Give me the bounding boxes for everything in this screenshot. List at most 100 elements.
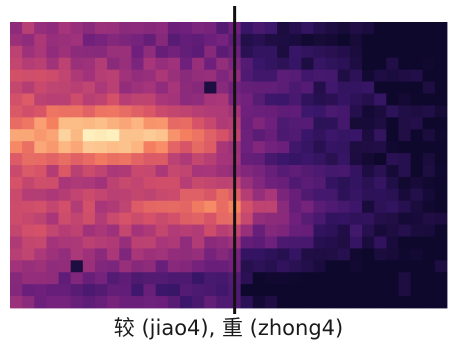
heatmap-cell (82, 272, 96, 285)
heatmap-cell (192, 176, 205, 190)
heatmap-cell (82, 224, 96, 237)
heatmap-cell (240, 200, 254, 214)
heatmap-cell (131, 69, 144, 82)
heatmap-cell (167, 260, 181, 273)
heatmap-cell (252, 57, 266, 71)
heatmap-cell (301, 284, 314, 297)
heatmap-cell (301, 165, 314, 178)
heatmap-cell (119, 45, 132, 59)
heatmap-cell (94, 296, 108, 309)
heatmap-cell (34, 260, 47, 273)
heatmap-cell (179, 81, 193, 94)
heatmap-cell (94, 105, 108, 118)
heatmap-cell (179, 284, 193, 297)
heatmap-cell (313, 105, 327, 118)
heatmap-cell (22, 22, 35, 35)
heatmap-cell (155, 69, 169, 82)
heatmap-cell (167, 117, 181, 130)
heatmap-cell (192, 165, 205, 178)
heatmap-cell (374, 117, 387, 130)
heatmap-cell (277, 296, 290, 309)
heatmap-cell (58, 105, 72, 118)
heatmap-cell (349, 176, 363, 190)
heatmap-cell (264, 153, 278, 166)
heatmap-cell (179, 212, 193, 225)
heatmap-cell (70, 69, 84, 82)
heatmap-cell (313, 22, 327, 35)
heatmap-cell (216, 105, 229, 118)
heatmap-cell (167, 22, 181, 35)
heatmap-cell (10, 69, 23, 82)
heatmap-cell (422, 93, 436, 106)
heatmap-cell (204, 296, 217, 309)
heatmap-cell (46, 188, 59, 202)
heatmap-cell (70, 200, 84, 214)
heatmap-cell (119, 105, 132, 118)
heatmap-cell (398, 272, 411, 285)
heatmap-cell (167, 224, 181, 237)
heatmap-cell (70, 117, 84, 130)
heatmap-cell (374, 272, 387, 285)
heatmap-cell (216, 165, 229, 178)
heatmap-cell (192, 200, 205, 214)
heatmap-cell (107, 212, 120, 225)
heatmap-cell (337, 212, 351, 225)
heatmap-cell (422, 45, 436, 59)
heatmap-cell (374, 141, 387, 154)
heatmap-cell (107, 141, 120, 154)
heatmap-cell (70, 81, 84, 94)
heatmap-cell (131, 236, 144, 249)
heatmap-cell (131, 260, 144, 273)
heatmap-cell (34, 129, 47, 142)
heatmap-cell (422, 272, 436, 285)
heatmap-cell (143, 272, 157, 285)
heatmap-cell (143, 117, 157, 130)
heatmap-cell (349, 93, 363, 106)
heatmap-cell (131, 57, 144, 71)
heatmap-cell (277, 284, 290, 297)
heatmap-cell (119, 81, 132, 94)
heatmap-cell (410, 129, 424, 142)
heatmap-cell (301, 188, 314, 202)
heatmap-cell (107, 284, 120, 297)
heatmap-cell (264, 129, 278, 142)
heatmap-cell (131, 22, 144, 35)
heatmap-cell (301, 69, 314, 82)
heatmap-cell (143, 105, 157, 118)
heatmap-cell (216, 284, 229, 297)
heatmap-cell (386, 33, 399, 47)
heatmap-cell (34, 272, 47, 285)
heatmap-cell (82, 129, 96, 142)
heatmap-cell (313, 236, 327, 249)
heatmap-cell (410, 260, 424, 273)
heatmap-cell (277, 248, 290, 261)
heatmap-cell (434, 81, 448, 94)
heatmap-cell (240, 33, 254, 47)
heatmap-cell (313, 57, 327, 71)
heatmap-cell (252, 105, 266, 118)
heatmap-cell (94, 200, 108, 214)
heatmap-cell (398, 200, 411, 214)
heatmap-cell (58, 45, 72, 59)
heatmap-cell (10, 284, 23, 297)
heatmap-cell (107, 200, 120, 214)
heatmap-cell (386, 212, 399, 225)
heatmap-cell (167, 33, 181, 47)
heatmap-cell (131, 117, 144, 130)
heatmap-cell (325, 296, 339, 309)
heatmap-cell (167, 248, 181, 261)
heatmap-cell (22, 81, 35, 94)
heatmap-cell (277, 188, 290, 202)
heatmap-cell (349, 224, 363, 237)
heatmap-cell (410, 57, 424, 71)
heatmap-cell (46, 69, 59, 82)
heatmap-cell (143, 236, 157, 249)
heatmap-cell (119, 224, 132, 237)
heatmap-cell (362, 45, 375, 59)
heatmap-cell (398, 45, 411, 59)
heatmap-cell (349, 57, 363, 71)
heatmap-cell (22, 153, 35, 166)
heatmap-cell (192, 272, 205, 285)
heatmap-cell (10, 57, 23, 71)
